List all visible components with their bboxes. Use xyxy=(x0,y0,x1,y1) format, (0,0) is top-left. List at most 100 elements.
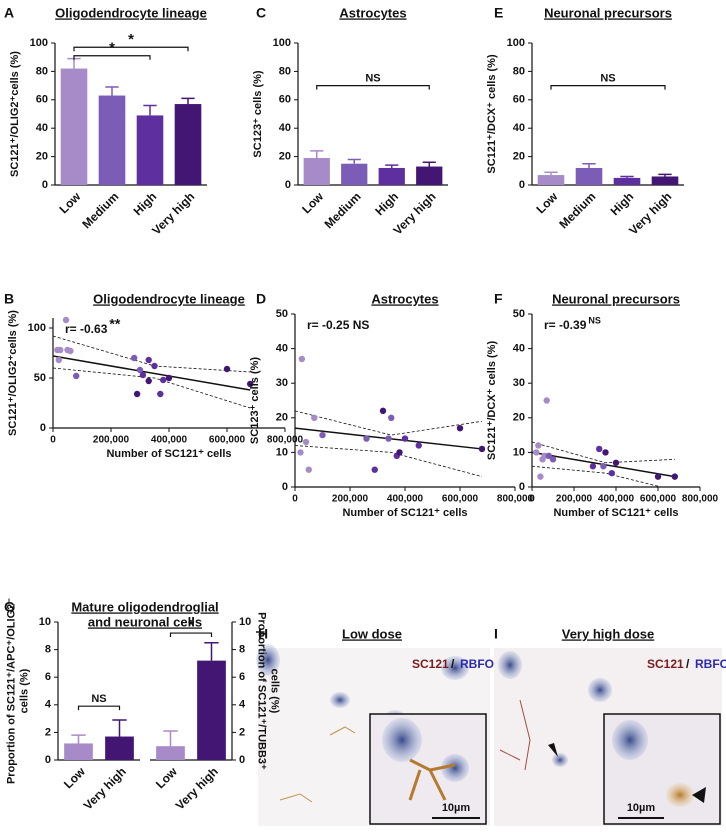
x-tick-label: Low xyxy=(533,189,560,216)
bar xyxy=(105,736,134,760)
point xyxy=(62,316,70,324)
bar xyxy=(613,177,641,185)
y-tick-label: 2 xyxy=(239,726,245,738)
cell xyxy=(552,753,568,767)
image-title: Very high dose xyxy=(562,626,654,641)
point xyxy=(57,346,64,354)
point xyxy=(133,390,141,398)
significance-bracket xyxy=(316,85,430,90)
point xyxy=(305,466,312,473)
y-tick-label: 80 xyxy=(513,65,525,77)
point xyxy=(363,435,370,442)
y-axis-label: SC121⁺/OLIG2⁺cells (%) xyxy=(7,310,19,436)
x-tick-label: Medium xyxy=(322,189,364,231)
x-tick-label: 600,000 xyxy=(640,494,677,505)
y-tick-label: 60 xyxy=(513,94,525,106)
x-tick-label: 800,000 xyxy=(497,494,534,505)
y-tick-label: 20 xyxy=(513,412,525,424)
y-axis-label: Proportion of SC121⁺/TUBB3⁺ xyxy=(256,612,268,770)
cell xyxy=(256,644,280,676)
point xyxy=(131,354,138,362)
error-bar xyxy=(204,641,219,661)
point xyxy=(73,372,80,380)
process xyxy=(408,758,456,801)
point xyxy=(145,356,152,364)
y-tick-label: 30 xyxy=(276,377,288,389)
x-tick-label: Very high xyxy=(173,764,221,812)
cell xyxy=(498,651,522,679)
y-tick-label: 6 xyxy=(239,671,245,683)
y-tick-label: 100 xyxy=(30,37,48,49)
x-tick-label: 0 xyxy=(50,435,56,446)
chart-title: Oligodendrocyte lineage xyxy=(93,291,245,306)
panel-letter: I xyxy=(494,626,498,642)
point xyxy=(55,356,62,364)
chart-title: Neuronal precursors xyxy=(552,291,680,306)
error-bar xyxy=(347,158,361,164)
point xyxy=(478,445,486,453)
y-tick-label: 40 xyxy=(513,122,525,134)
y-tick-label: 80 xyxy=(279,65,291,77)
y-tick-label: 0 xyxy=(519,179,525,191)
x-axis-label: Number of SC121⁺ cells xyxy=(106,448,231,460)
x-tick-label: Very high xyxy=(81,764,129,812)
error-bar xyxy=(143,104,157,116)
panel-letter: B xyxy=(4,291,14,307)
stat-label: r= -0.25 NS xyxy=(307,318,369,332)
cell xyxy=(666,783,694,807)
point xyxy=(589,463,597,470)
y-tick-label: 0 xyxy=(239,754,245,766)
bar xyxy=(341,163,368,185)
significance-label: * xyxy=(109,40,115,57)
y-tick-label: 40 xyxy=(276,343,288,355)
y-tick-label: 60 xyxy=(279,94,291,106)
confidence-band xyxy=(295,410,483,436)
bar xyxy=(303,158,330,185)
panel-letter: C xyxy=(256,5,266,21)
point xyxy=(247,380,254,388)
y-tick-label: 10 xyxy=(276,446,288,458)
stain-separator: / xyxy=(451,657,455,671)
point xyxy=(537,473,544,480)
point xyxy=(151,362,158,370)
scale-label: 10µm xyxy=(442,802,471,814)
point xyxy=(415,442,422,449)
y-tick-label: 100 xyxy=(273,37,291,49)
x-tick-label: Medium xyxy=(79,189,121,231)
bar xyxy=(64,743,93,760)
y-tick-label: 60 xyxy=(36,94,48,106)
y-tick-label: 50 xyxy=(276,308,288,320)
error-bar xyxy=(658,173,672,177)
y-tick-label: 80 xyxy=(36,65,48,77)
point xyxy=(157,390,164,398)
bar xyxy=(651,176,679,185)
x-tick-label: 600,000 xyxy=(209,435,246,446)
x-tick-label: 400,000 xyxy=(598,494,635,505)
y-tick-label: 20 xyxy=(36,151,48,163)
point xyxy=(596,445,603,453)
significance-label: NS xyxy=(91,693,106,705)
bar xyxy=(537,175,565,185)
y-tick-label: 10 xyxy=(39,616,51,628)
process xyxy=(499,699,531,771)
y-tick-label: 8 xyxy=(239,644,245,656)
point xyxy=(223,365,231,373)
significance-bracket xyxy=(77,705,121,711)
point xyxy=(379,407,387,415)
point xyxy=(297,449,304,456)
error-bar xyxy=(163,730,178,747)
y-tick-label: 0 xyxy=(42,179,48,191)
bar xyxy=(416,166,443,185)
panel-letter: H xyxy=(258,626,268,642)
cell xyxy=(441,754,469,782)
y-axis-label: SC123⁺ cells (%) xyxy=(249,357,261,444)
y-tick-label: 100 xyxy=(28,322,46,334)
chart-title: and neuronal cells xyxy=(88,614,202,629)
stat-note: ** xyxy=(109,316,120,332)
y-tick-label: 100 xyxy=(507,37,525,49)
bar xyxy=(156,746,185,760)
stain-label: SC121 xyxy=(647,657,684,671)
point xyxy=(160,376,167,384)
arrowhead xyxy=(548,743,558,757)
x-tick-label: Low xyxy=(299,189,326,216)
